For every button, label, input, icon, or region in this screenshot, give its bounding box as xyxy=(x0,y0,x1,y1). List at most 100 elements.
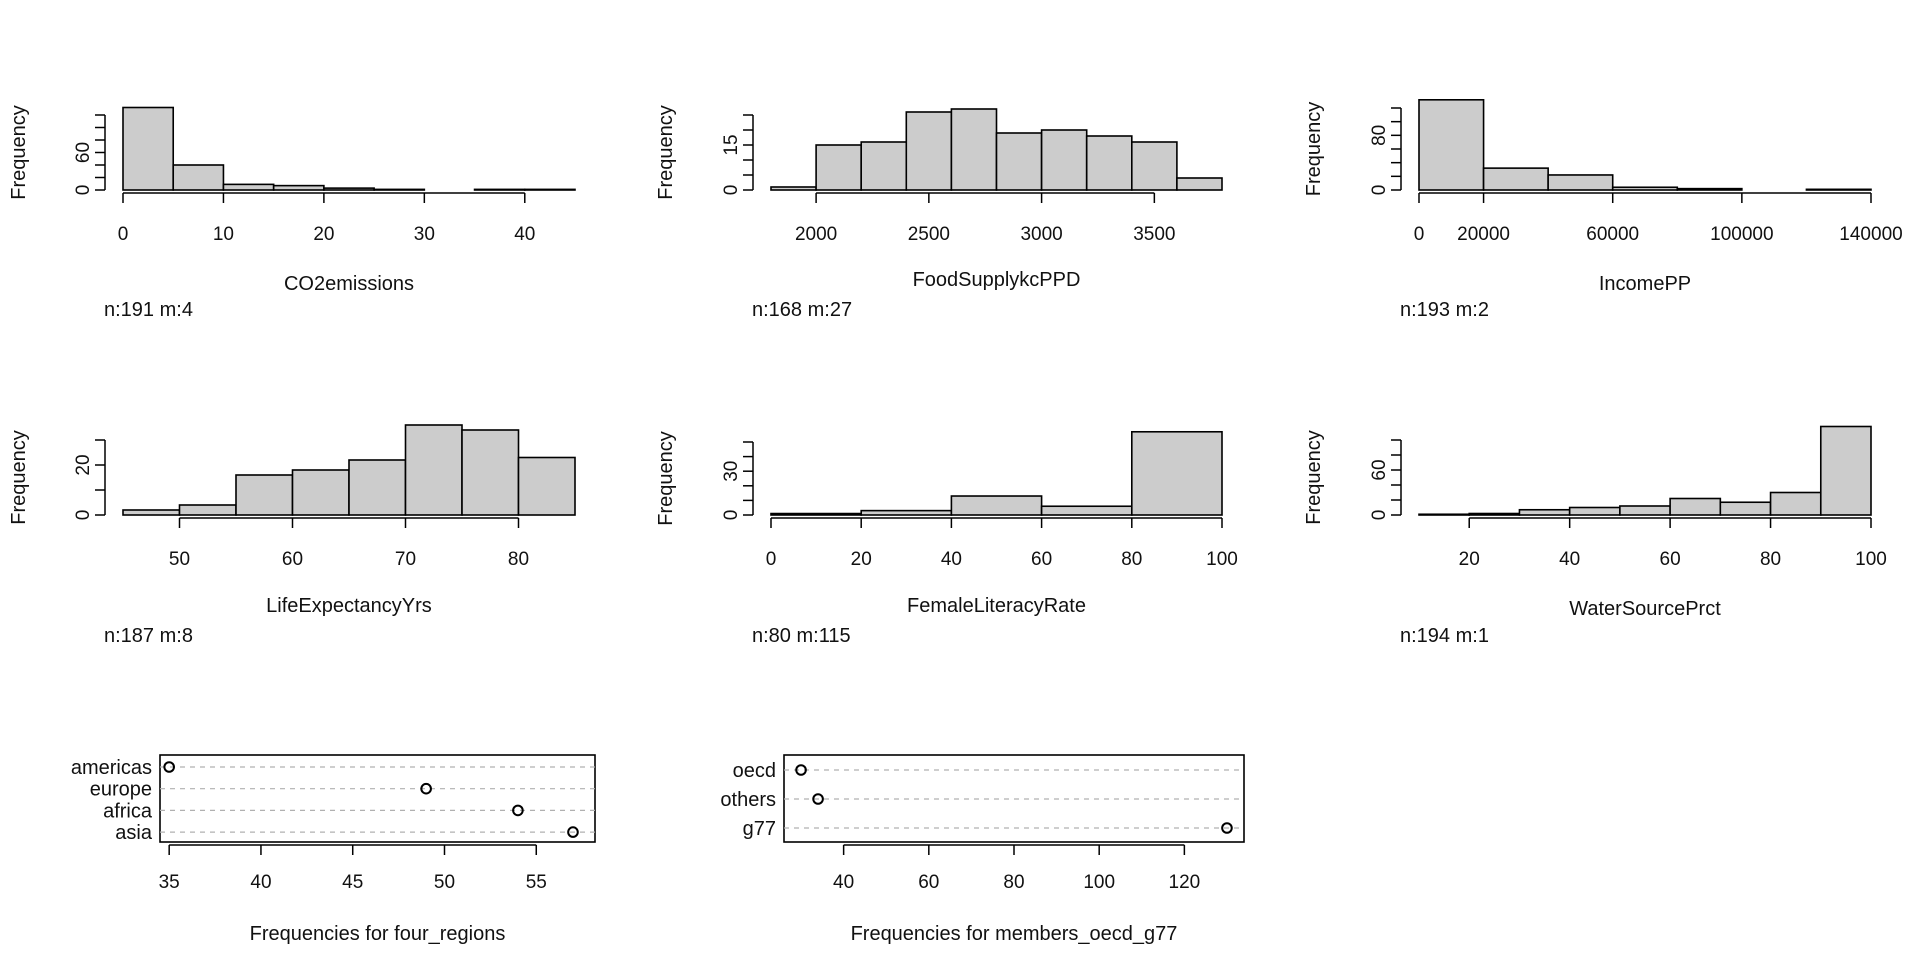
x-tick-label: 80 xyxy=(508,549,529,570)
histogram-bar xyxy=(1468,512,1521,516)
histogram-bar xyxy=(1805,188,1872,191)
histogram-bar xyxy=(1568,506,1621,516)
histogram-bar xyxy=(860,509,953,516)
sample-size-note: n:80 m:115 xyxy=(752,625,851,647)
x-tick-label: 40 xyxy=(833,872,854,893)
histogram-bar xyxy=(905,111,953,191)
histogram-bar xyxy=(473,188,526,191)
histogram-bar xyxy=(1518,508,1571,516)
histogram-bar xyxy=(1040,129,1088,191)
histogram-bar xyxy=(172,164,225,191)
sample-size-note: n:194 m:1 xyxy=(1400,625,1489,647)
histogram-bar xyxy=(1611,186,1679,191)
category-label: europe xyxy=(90,779,152,801)
histogram-bar xyxy=(323,187,375,191)
data-point xyxy=(567,826,579,838)
x-tick-label: 3500 xyxy=(1133,224,1175,245)
x-tick-label: 55 xyxy=(526,872,547,893)
histogram-bar xyxy=(1418,513,1471,516)
x-tick-label: 20000 xyxy=(1457,224,1510,245)
category-label: g77 xyxy=(743,818,776,840)
dotchart-7: oecd others g77 40 60 80 100 120 Frequencies for… xyxy=(720,754,1245,945)
y-tick-label: 20 xyxy=(73,454,94,475)
sample-size-note: n:168 m:27 xyxy=(752,299,852,321)
histogram-bar xyxy=(770,186,817,191)
x-axis-label: FoodSupplykcPPD xyxy=(913,269,1081,291)
data-point xyxy=(420,782,432,795)
histogram-bar xyxy=(1131,141,1178,191)
y-tick-label: 0 xyxy=(721,510,742,521)
histogram-bar xyxy=(122,509,181,516)
y-axis-label: Frequency xyxy=(8,430,30,525)
x-tick-label: 120 xyxy=(1169,872,1201,893)
x-tick-label: 60 xyxy=(1031,549,1052,570)
x-tick-label: 100 xyxy=(1206,549,1238,570)
x-tick-label: 40 xyxy=(1559,549,1580,570)
category-label: americas xyxy=(71,757,152,779)
x-tick-label: 40 xyxy=(250,872,271,893)
x-tick-label: 20 xyxy=(851,549,872,570)
x-tick-label: 45 xyxy=(342,872,363,893)
y-tick-label: 0 xyxy=(1369,185,1390,196)
plot-frame xyxy=(159,754,596,843)
histogram-3: 50 60 70 80 0 20 Frequency LifeExpectancyYrs n:1… xyxy=(8,424,576,647)
histogram-bar xyxy=(272,184,325,191)
histogram-bar xyxy=(517,456,576,516)
histogram-bar xyxy=(950,495,1043,516)
category-label: oecd xyxy=(733,760,776,782)
y-tick-label: 80 xyxy=(1369,125,1390,146)
x-tick-label: 50 xyxy=(169,549,190,570)
histogram-bar xyxy=(291,469,350,516)
histogram-bar xyxy=(995,132,1043,191)
x-tick-label: 2000 xyxy=(795,224,837,245)
x-tick-label: 0 xyxy=(766,549,777,570)
x-axis-label: FemaleLiteracyRate xyxy=(907,595,1086,617)
histogram-bar xyxy=(1482,167,1549,191)
sample-size-note: n:187 m:8 xyxy=(104,625,193,647)
x-tick-label: 20 xyxy=(1459,549,1480,570)
histogram-bar xyxy=(815,144,862,191)
y-tick-label: 15 xyxy=(721,134,742,155)
category-label: africa xyxy=(103,800,153,822)
histogram-bar xyxy=(1669,497,1722,516)
x-tick-label: 40 xyxy=(514,224,535,245)
x-tick-label: 70 xyxy=(395,549,416,570)
x-tick-label: 60 xyxy=(918,872,939,893)
histogram-1: 2000 2500 3000 3500 0 15 Frequency FoodSupplykc… xyxy=(655,105,1223,321)
histogram-bar xyxy=(1131,430,1223,516)
histogram-bar xyxy=(523,188,576,191)
x-axis-label: IncomePP xyxy=(1599,273,1691,295)
x-axis-label: Frequencies for members_oecd_g77 xyxy=(851,923,1178,945)
category-label: asia xyxy=(115,822,153,844)
histogram-bar xyxy=(461,429,520,516)
histogram-bar xyxy=(1676,187,1743,191)
histogram-bar xyxy=(404,424,463,516)
x-tick-label: 0 xyxy=(118,224,129,245)
x-tick-label: 100 xyxy=(1855,549,1887,570)
x-tick-label: 20 xyxy=(313,224,334,245)
histogram-bar xyxy=(860,141,908,191)
histogram-bar xyxy=(1769,491,1822,516)
y-tick-label: 0 xyxy=(1369,510,1390,521)
y-tick-label: 60 xyxy=(73,142,94,163)
histogram-bar xyxy=(1176,177,1223,191)
x-tick-label: 100 xyxy=(1083,872,1115,893)
histogram-bar xyxy=(1085,135,1133,191)
y-tick-label: 0 xyxy=(73,510,94,521)
y-axis-label: Frequency xyxy=(655,431,677,526)
x-axis-label: LifeExpectancyYrs xyxy=(266,595,432,617)
histogram-4: 0 20 40 60 80 100 0 30 Frequency FemaleLiteracyRa… xyxy=(655,430,1238,647)
histogram-bar xyxy=(1418,99,1485,191)
histogram-5: 20 40 60 80 100 0 60 Frequency WaterSourcePrct n:… xyxy=(1303,425,1887,647)
x-tick-label: 2500 xyxy=(908,224,950,245)
y-axis-label: Frequency xyxy=(1303,430,1325,525)
x-tick-label: 60 xyxy=(1660,549,1681,570)
histogram-bar xyxy=(1619,505,1671,516)
y-axis-label: Frequency xyxy=(8,105,30,200)
x-tick-label: 80 xyxy=(1760,549,1781,570)
x-tick-label: 140000 xyxy=(1839,224,1902,245)
sample-size-note: n:193 m:2 xyxy=(1400,299,1489,321)
x-tick-label: 60000 xyxy=(1586,224,1639,245)
